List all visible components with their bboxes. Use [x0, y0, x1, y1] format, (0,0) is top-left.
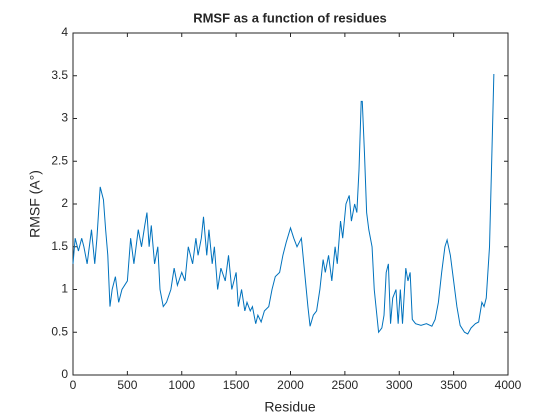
y-tick-label: 3.5	[51, 68, 68, 82]
y-tick-label: 2.5	[51, 153, 68, 167]
x-axis-label: Residue	[264, 399, 316, 415]
y-tick-label: 0	[61, 367, 68, 381]
x-tick-label: 2000	[277, 378, 304, 392]
x-tick-label: 1000	[168, 378, 195, 392]
x-tick-label: 3500	[440, 378, 467, 392]
y-tick-label: 2	[61, 196, 68, 210]
y-tick-label: 0.5	[51, 324, 68, 338]
y-tick-label: 1.5	[51, 239, 68, 253]
chart-title: RMSF as a function of residues	[193, 10, 387, 25]
y-tick-label: 4	[61, 25, 68, 39]
x-tick-label: 3000	[386, 378, 413, 392]
x-tick-label: 1500	[223, 378, 250, 392]
y-axis-label: RMSF (A°)	[27, 170, 43, 238]
y-tick-label: 1	[61, 282, 68, 296]
x-tick-label: 2500	[332, 378, 359, 392]
x-tick-label: 500	[117, 378, 137, 392]
y-tick-label: 3	[61, 111, 68, 125]
data-line	[72, 74, 495, 335]
x-tick-label: 4000	[495, 378, 522, 392]
x-tick-label: 0	[70, 378, 77, 392]
